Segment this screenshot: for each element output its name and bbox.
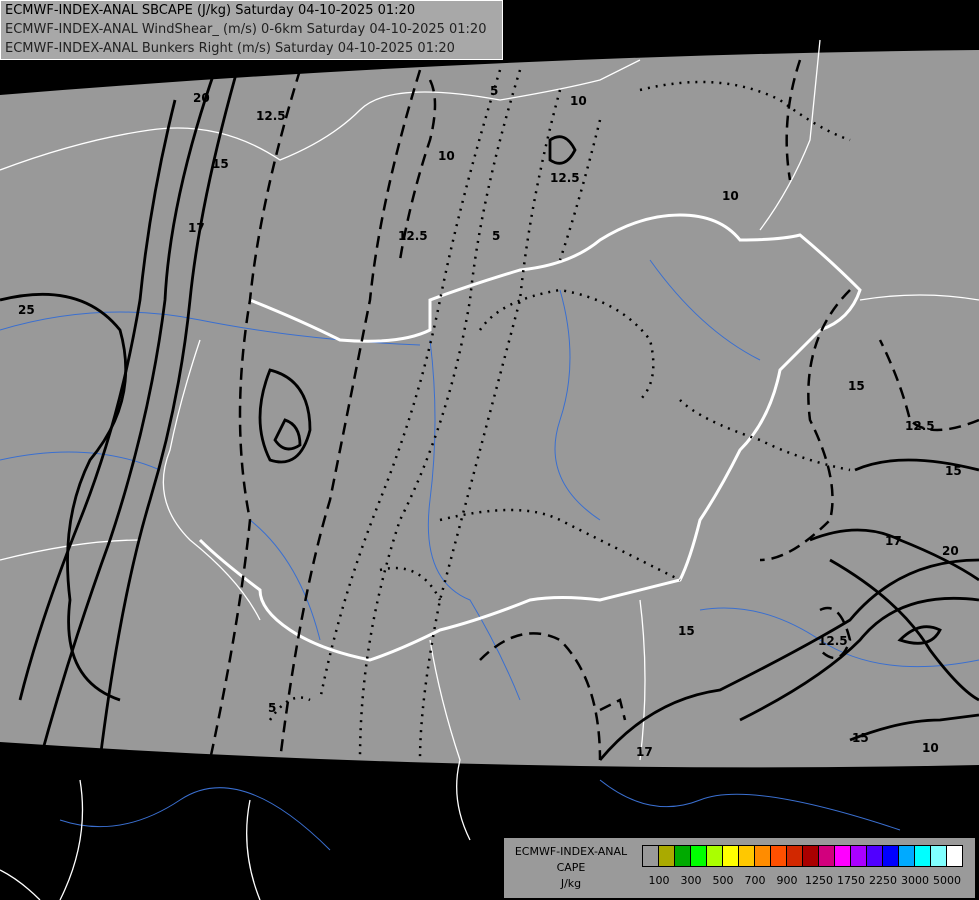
legend-swatch bbox=[707, 846, 723, 866]
contour-label: 17 bbox=[885, 534, 902, 548]
contour-label: 15 bbox=[852, 731, 869, 745]
data-area bbox=[0, 50, 979, 768]
legend-swatch bbox=[691, 846, 707, 866]
legend-swatch bbox=[659, 846, 675, 866]
contour-label: 17 bbox=[636, 745, 653, 759]
legend-tick-label: 5000 bbox=[933, 874, 961, 887]
country-borders bbox=[0, 39, 979, 900]
legend-tick-label: 1750 bbox=[837, 874, 865, 887]
contour-label: 15 bbox=[848, 379, 865, 393]
legend-swatch bbox=[851, 846, 867, 866]
legend-title-line: CAPE bbox=[556, 861, 586, 874]
legend-swatch bbox=[675, 846, 691, 866]
contour-label: 10 bbox=[922, 741, 939, 755]
contour-label: 20 bbox=[193, 91, 210, 105]
legend-title: ECMWF-INDEX-ANAL CAPE J/kg bbox=[508, 844, 634, 892]
legend-tick-label: 500 bbox=[712, 874, 734, 887]
legend-tick-label: 300 bbox=[680, 874, 702, 887]
legend-tick-label: 100 bbox=[648, 874, 670, 887]
legend-swatch bbox=[755, 846, 771, 866]
contour-label: 15 bbox=[212, 157, 229, 171]
contour-label: 10 bbox=[722, 189, 739, 203]
legend-tick-label: 900 bbox=[776, 874, 798, 887]
contour-label: 5 bbox=[268, 701, 276, 715]
contour-label: 25 bbox=[18, 303, 35, 317]
cape-legend: ECMWF-INDEX-ANAL CAPE J/kg 100 300 500 700 9… bbox=[504, 838, 975, 898]
legend-title-line: ECMWF-INDEX-ANAL bbox=[514, 845, 628, 858]
contour-label: 10 bbox=[438, 149, 455, 163]
legend-swatch bbox=[867, 846, 883, 866]
header-line-windshear: ECMWF-INDEX-ANAL WindShear_ (m/s) 0-6km … bbox=[5, 22, 487, 37]
shear-contours-solid bbox=[0, 59, 979, 761]
legend-color-bar bbox=[642, 845, 963, 867]
contour-label: 5 bbox=[492, 229, 500, 243]
legend-swatch bbox=[835, 846, 851, 866]
legend-swatch bbox=[787, 846, 803, 866]
shear-contours-dashed bbox=[208, 59, 979, 761]
contour-label: 5 bbox=[490, 84, 498, 98]
legend-swatch bbox=[723, 846, 739, 866]
hungary-border bbox=[198, 213, 862, 662]
legend-swatch bbox=[643, 846, 659, 866]
legend-swatch bbox=[739, 846, 755, 866]
contour-label: 12.5 bbox=[905, 419, 935, 433]
legend-swatch bbox=[931, 846, 947, 866]
legend-swatch bbox=[899, 846, 915, 866]
legend-swatch bbox=[771, 846, 787, 866]
contour-labels: 20 12.5 15 17 25 10 5 12.5 10 5 12.5 10 … bbox=[18, 84, 962, 759]
legend-tick-label: 700 bbox=[744, 874, 766, 887]
header-line-sbcape: ECMWF-INDEX-ANAL SBCAPE (J/kg) Saturday … bbox=[5, 3, 416, 18]
contour-label: 12.5 bbox=[818, 634, 848, 648]
legend-swatch bbox=[883, 846, 899, 866]
legend-title-line: J/kg bbox=[560, 877, 582, 890]
contour-label: 10 bbox=[570, 94, 587, 108]
legend-swatch bbox=[947, 846, 962, 866]
contour-label: 20 bbox=[942, 544, 959, 558]
legend-swatch bbox=[915, 846, 931, 866]
legend-tick-label: 3000 bbox=[901, 874, 929, 887]
legend-swatch bbox=[803, 846, 819, 866]
contour-label: 12.5 bbox=[398, 229, 428, 243]
map-header: ECMWF-INDEX-ANAL SBCAPE (J/kg) Saturday … bbox=[0, 0, 503, 60]
contour-label: 15 bbox=[945, 464, 962, 478]
contour-label: 12.5 bbox=[256, 109, 286, 123]
bunkers-contours-dotted bbox=[268, 69, 851, 761]
header-line-bunkers: ECMWF-INDEX-ANAL Bunkers Right (m/s) Sat… bbox=[5, 41, 455, 56]
contour-label: 17 bbox=[188, 221, 205, 235]
legend-tick-label: 1250 bbox=[805, 874, 833, 887]
legend-swatch bbox=[819, 846, 835, 866]
contour-label: 15 bbox=[678, 624, 695, 638]
contour-label: 12.5 bbox=[550, 171, 580, 185]
legend-tick-label: 2250 bbox=[869, 874, 897, 887]
